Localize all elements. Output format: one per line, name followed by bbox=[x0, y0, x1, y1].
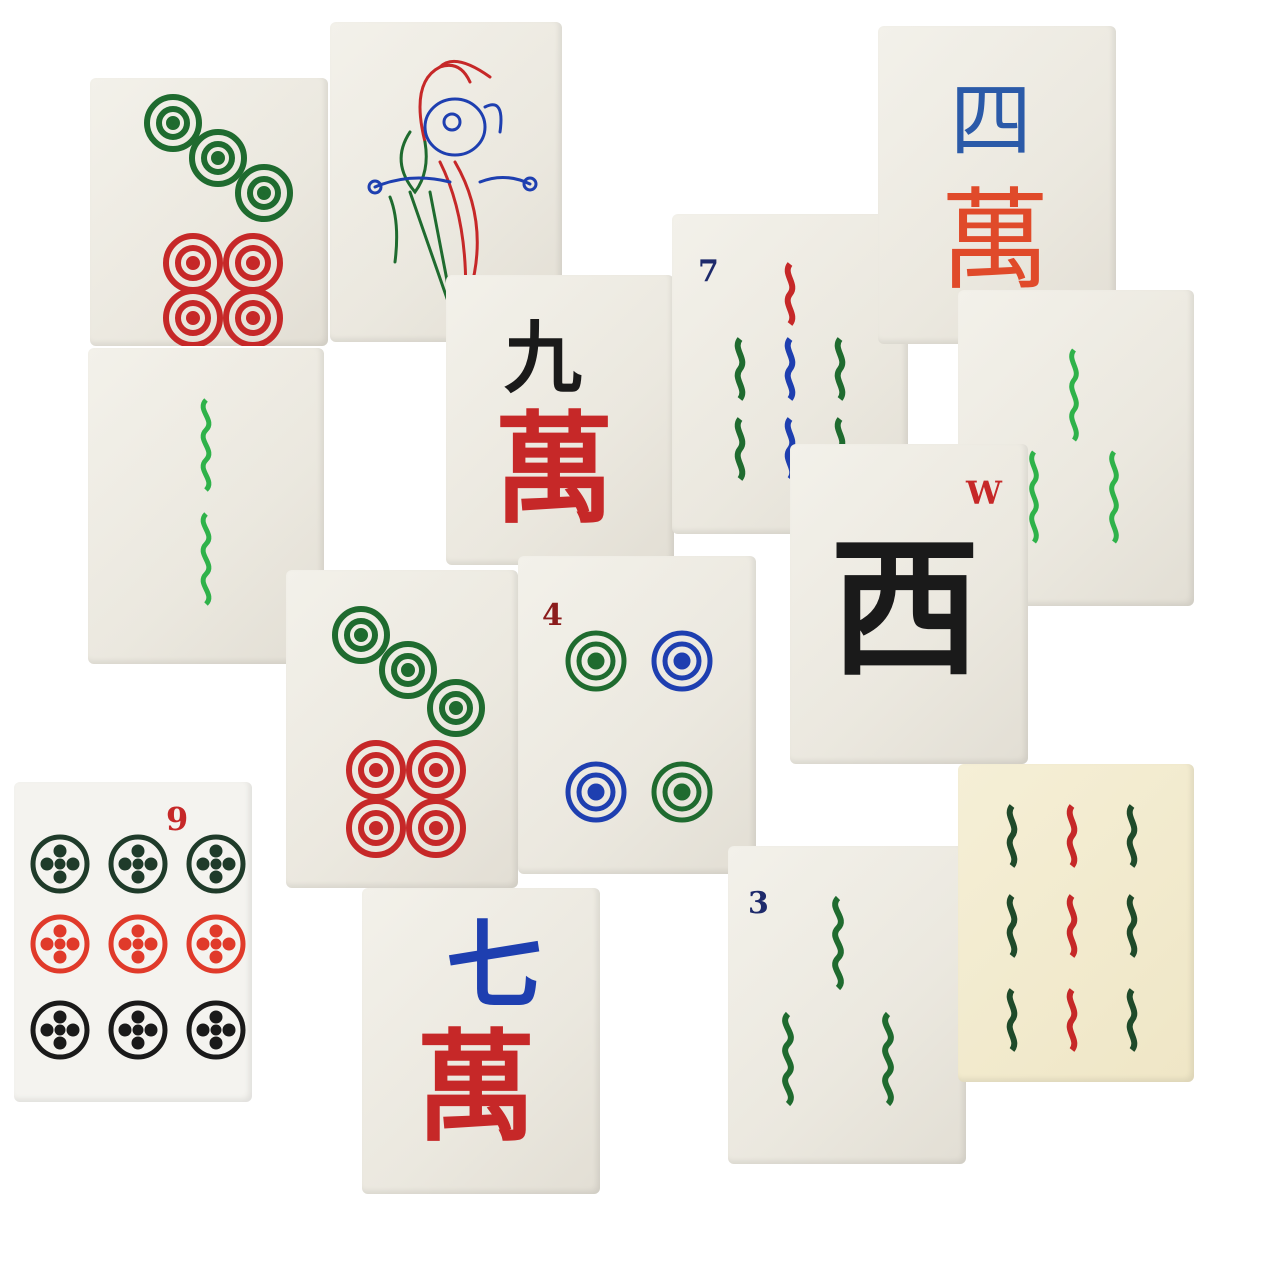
tile-seven-wan[interactable]: 七 萬 bbox=[362, 888, 600, 1194]
tile-two-bamboo[interactable] bbox=[88, 348, 324, 664]
two-bamboo-icon bbox=[200, 398, 212, 606]
tile-suit-char: 萬 bbox=[494, 399, 614, 540]
tile-index: 7 bbox=[698, 254, 719, 289]
tile-nine-wan[interactable]: 九 萬 bbox=[446, 275, 674, 565]
tile-suit-char: 萬 bbox=[416, 1017, 536, 1158]
seven-circles-icon bbox=[144, 94, 293, 346]
nine-dots-icon bbox=[14, 782, 252, 1102]
tile-suit-char: 萬 bbox=[940, 177, 1050, 305]
tile-index: 9 bbox=[166, 800, 189, 838]
tile-index: W bbox=[966, 474, 1002, 512]
tile-three-bamboo[interactable]: 3 bbox=[728, 846, 966, 1164]
tile-number-char: 九 bbox=[504, 313, 583, 404]
tile-index: 4 bbox=[542, 598, 563, 633]
tile-seven-circles-1[interactable] bbox=[90, 78, 328, 346]
four-circles-icon bbox=[565, 630, 713, 823]
three-bamboo-icon bbox=[1029, 348, 1119, 544]
wind-char: 西 bbox=[830, 521, 981, 697]
tile-number-char: 四 bbox=[950, 74, 1033, 169]
tile-seven-circles-2[interactable] bbox=[286, 570, 518, 888]
three-bamboo-icon bbox=[782, 895, 894, 1107]
tile-index: 3 bbox=[748, 886, 769, 921]
nine-bamboo-icon bbox=[1006, 804, 1138, 1052]
tile-four-circles[interactable]: 4 bbox=[518, 556, 756, 874]
tile-nine-bamboo[interactable] bbox=[958, 764, 1194, 1082]
tile-west-wind[interactable]: W 西 bbox=[790, 444, 1028, 764]
tile-nine-dots[interactable]: 9 bbox=[14, 782, 252, 1102]
tile-number-char: 七 bbox=[446, 909, 542, 1022]
seven-circles-icon bbox=[332, 606, 485, 858]
